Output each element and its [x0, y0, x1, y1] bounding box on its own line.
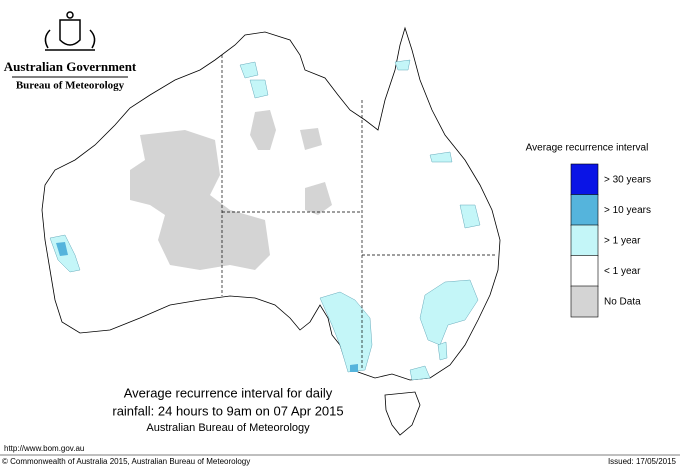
legend: > 30 years > 10 years > 1 year < 1 year No D… — [570, 163, 651, 318]
legend-label: > 10 years — [604, 205, 651, 216]
legend-swatch — [570, 194, 599, 226]
legend-swatch — [570, 224, 599, 257]
footer-url: http://www.bom.gov.au — [4, 444, 84, 453]
footer-copyright: © Commonwealth of Australia 2015, Austra… — [2, 457, 250, 466]
legend-label: > 30 years — [604, 175, 651, 186]
header-subtitle: Bureau of Meteorology — [16, 80, 125, 92]
legend-swatch — [570, 285, 599, 318]
crest — [44, 11, 96, 51]
legend-title: Average recurrence interval — [526, 143, 649, 154]
caption-source: Australian Bureau of Meteorology — [146, 422, 310, 434]
map — [41, 26, 501, 436]
header-title: Australian Government — [4, 59, 137, 74]
legend-label: < 1 year — [604, 266, 641, 277]
legend-swatch — [570, 255, 599, 287]
legend-label: > 1 year — [604, 236, 641, 247]
state-borders — [221, 55, 495, 370]
tasmania — [384, 391, 421, 436]
above-10-years-areas — [56, 242, 358, 372]
footer-issued: Issued: 17/05/2015 — [608, 457, 677, 466]
legend-label: No Data — [604, 297, 641, 308]
caption-line: Average recurrence interval for daily — [124, 385, 333, 400]
above-1-year-areas — [49, 59, 481, 381]
no-data-areas — [130, 110, 332, 270]
caption-line: rainfall: 24 hours to 9am on 07 Apr 2015 — [112, 403, 343, 418]
legend-swatch — [570, 163, 599, 196]
